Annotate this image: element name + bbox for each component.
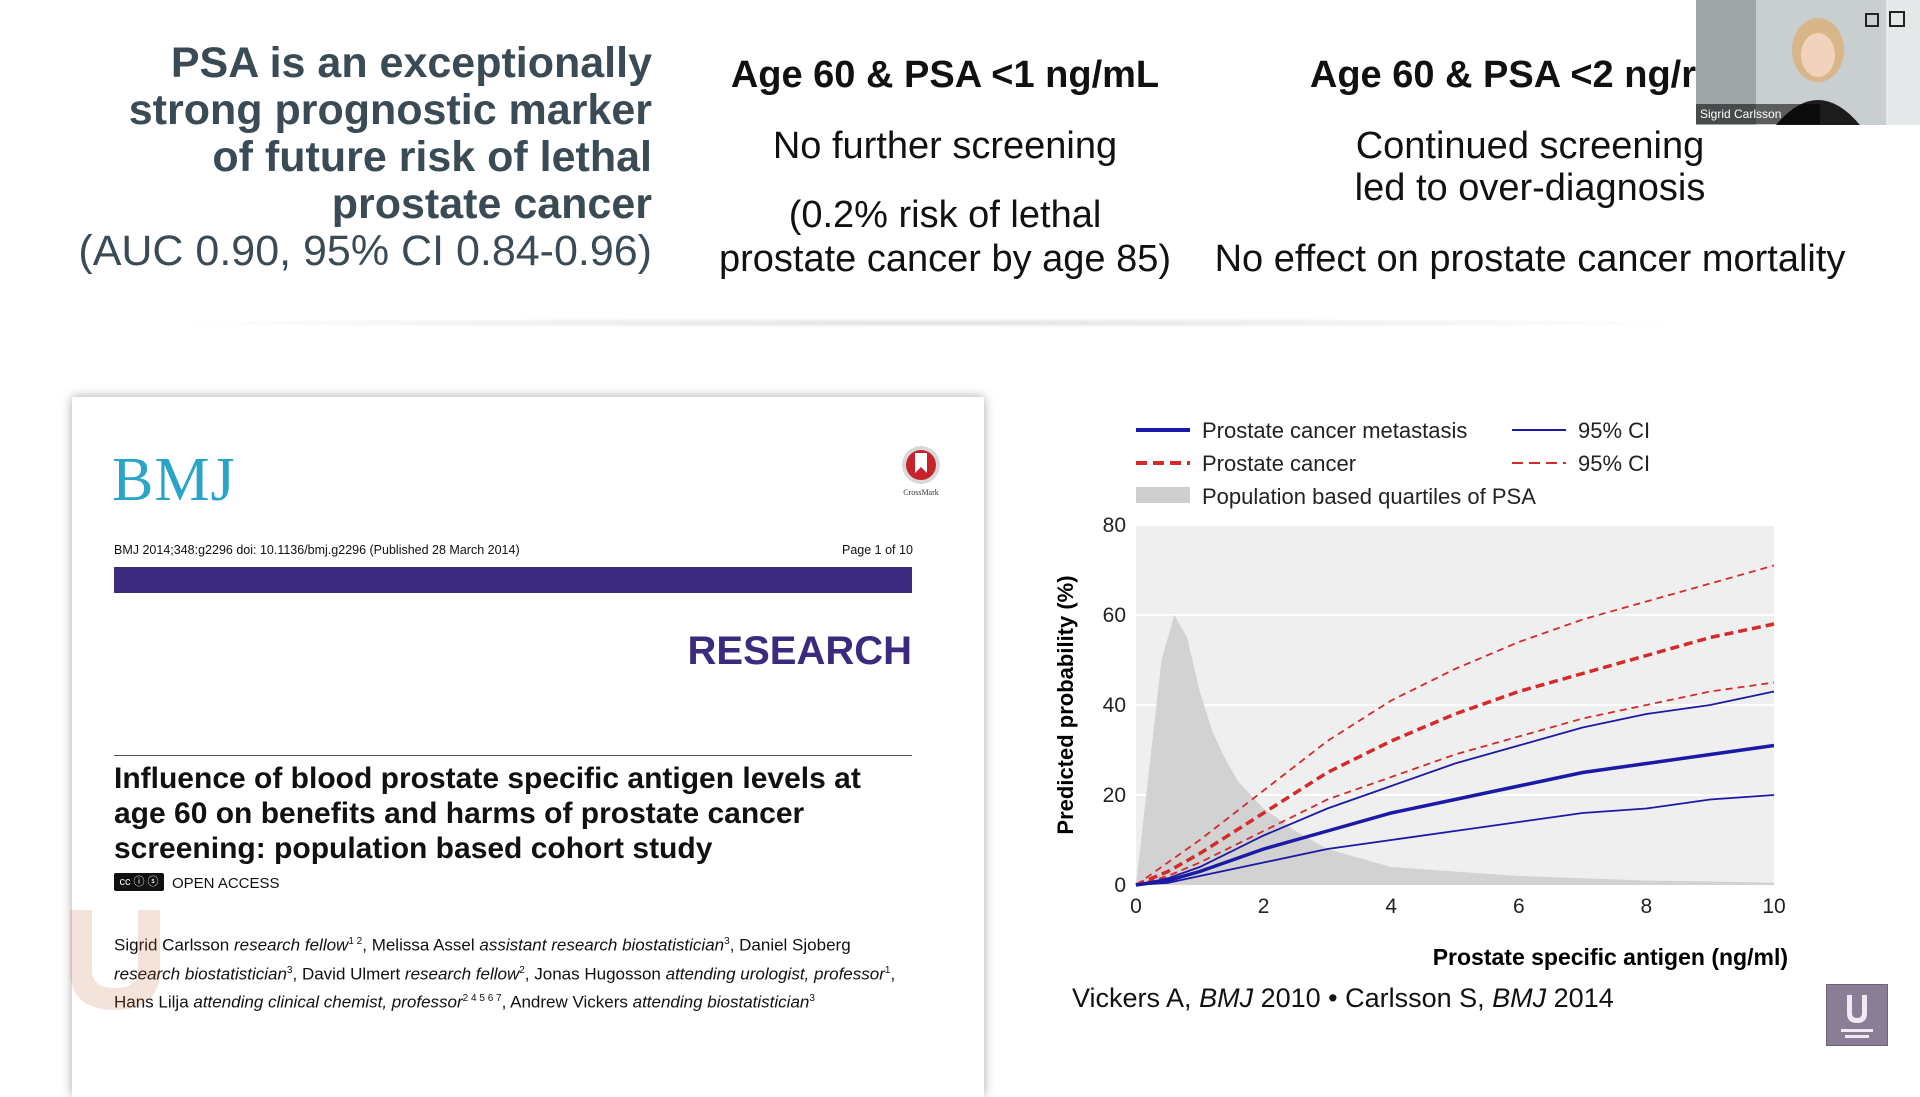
author-separator: , bbox=[501, 992, 511, 1012]
section-divider bbox=[140, 318, 1720, 328]
legend-label: 95% CI bbox=[1578, 418, 1650, 443]
brand-logo bbox=[1826, 984, 1888, 1046]
headline: PSA is an exceptionally strong prognosti… bbox=[60, 40, 652, 228]
legend-label: Population based quartiles of PSA bbox=[1202, 484, 1536, 509]
column-2-line-2: led to over-diagnosis bbox=[1354, 167, 1706, 209]
column-1-title: Age 60 & PSA <1 ng/mL bbox=[730, 54, 1160, 96]
section-label: RESEARCH bbox=[687, 629, 912, 673]
author-role: research biostatistician bbox=[114, 964, 287, 984]
author-name: David Ulmert bbox=[301, 964, 405, 984]
author-separator: , bbox=[524, 964, 535, 984]
column-1-line-3: prostate cancer by age 85) bbox=[718, 238, 1172, 280]
column-2-line-3: No effect on prostate cancer mortality bbox=[1214, 238, 1846, 280]
watermark-logo bbox=[60, 900, 170, 1040]
author-affiliation: 3 bbox=[286, 964, 293, 976]
author-role: research fellow bbox=[404, 964, 520, 984]
source-journal-1: BMJ bbox=[1199, 983, 1254, 1013]
speaker-name-label: Sigrid Carlsson bbox=[1696, 104, 1820, 124]
author-name: Hans Lilja bbox=[114, 992, 194, 1012]
author-separator: , bbox=[292, 964, 302, 984]
author-name: Andrew Vickers bbox=[510, 992, 633, 1012]
y-tick-label: 0 bbox=[1114, 874, 1126, 897]
column-1-line-1: No further screening bbox=[772, 125, 1118, 167]
open-access-label: OPEN ACCESS bbox=[172, 875, 280, 892]
x-tick-label: 8 bbox=[1641, 895, 1653, 918]
author-affiliation: 1 bbox=[884, 964, 891, 976]
x-tick-label: 2 bbox=[1258, 895, 1270, 918]
x-tick-label: 4 bbox=[1385, 895, 1397, 918]
author-name: Daniel Sjoberg bbox=[739, 935, 851, 955]
author-affiliation: 2 4 5 6 7 bbox=[462, 993, 502, 1005]
paper-title: Influence of blood prostate specific ant… bbox=[114, 762, 861, 865]
y-tick-label: 20 bbox=[1103, 784, 1126, 807]
chart-legend: Prostate cancer metastasis 95% CI Prostate… bbox=[1136, 418, 1650, 509]
series-line-1 bbox=[1135, 564, 1775, 886]
author-list: Sigrid Carlsson research fellow1 2, Meli… bbox=[114, 929, 914, 1015]
crossmark-icon[interactable]: CrossMark bbox=[898, 443, 944, 503]
author-affiliation: 3 bbox=[809, 993, 815, 1005]
crossmark-label: CrossMark bbox=[903, 488, 939, 497]
author-separator: , bbox=[362, 935, 372, 955]
author-affiliation: 2 bbox=[519, 964, 525, 976]
series-line-4 bbox=[1135, 690, 1775, 886]
series-line-2 bbox=[1135, 681, 1775, 886]
y-tick-label: 40 bbox=[1103, 694, 1126, 717]
author-role: attending biostatistician bbox=[632, 992, 810, 1012]
author-affiliation: 3 bbox=[724, 936, 730, 947]
bmj-logo: BMJ bbox=[112, 446, 236, 514]
series-line-3 bbox=[1135, 743, 1775, 887]
source-journal-2: BMJ bbox=[1492, 983, 1547, 1013]
chart-grid bbox=[1136, 524, 1774, 796]
y-axis-label: Predicted probability (%) bbox=[1053, 575, 1078, 834]
source-suffix: 2014 bbox=[1546, 983, 1614, 1013]
column-2-line-1: Continued screening bbox=[1355, 125, 1705, 167]
y-axis-ticks: 0 20 40 60 80 bbox=[1103, 514, 1126, 897]
x-tick-label: 10 bbox=[1762, 895, 1785, 918]
series-line-5 bbox=[1135, 794, 1775, 886]
y-tick-label: 80 bbox=[1103, 514, 1126, 537]
author-role: research fellow bbox=[234, 935, 349, 955]
headline-line: PSA is an exceptionally bbox=[170, 39, 652, 87]
paper-card: BMJ CrossMark BMJ 2014;348:g2296 doi: 10… bbox=[72, 397, 984, 1097]
citation: BMJ 2014;348:g2296 doi: 10.1136/bmj.g229… bbox=[114, 543, 520, 557]
legend-label: Prostate cancer bbox=[1202, 451, 1356, 476]
author-name: Sigrid Carlsson bbox=[114, 935, 234, 955]
page-indicator: Page 1 of 10 bbox=[842, 543, 913, 557]
series-line-0 bbox=[1135, 622, 1775, 887]
cc-license-icon: cc ⓘ ⓢ bbox=[114, 873, 164, 891]
x-axis-label: Prostate specific antigen (ng/ml) bbox=[1433, 944, 1788, 970]
column-1-line-2: (0.2% risk of lethal bbox=[788, 194, 1102, 236]
auc-text: (AUC 0.90, 95% CI 0.84-0.96) bbox=[78, 227, 652, 275]
source-prefix: Vickers A, bbox=[1072, 983, 1200, 1013]
headline-line: strong prognostic marker bbox=[128, 86, 652, 134]
x-tick-label: 0 bbox=[1130, 895, 1142, 918]
author-role: attending urologist, professor bbox=[665, 964, 885, 984]
header-bar bbox=[114, 567, 912, 593]
headline-line: of future risk of lethal bbox=[212, 133, 652, 181]
source-mid: 2010 • Carlsson S, bbox=[1253, 983, 1493, 1013]
legend-swatch bbox=[1136, 487, 1190, 503]
author-role: assistant research biostatistician bbox=[479, 935, 725, 955]
author-affiliation: 1 2 bbox=[348, 936, 363, 947]
x-axis-ticks: 0 2 4 6 8 10 bbox=[1130, 895, 1786, 918]
headline-line: prostate cancer bbox=[331, 180, 652, 228]
probability-chart: Prostate cancer metastasis 95% CI Prostate… bbox=[1053, 418, 1788, 970]
legend-label: 95% CI bbox=[1578, 451, 1650, 476]
source-citation: Vickers A, BMJ 2010 • Carlsson S, BMJ 20… bbox=[1072, 983, 1614, 1014]
chart-series bbox=[1135, 564, 1775, 887]
psa-distribution-area bbox=[1136, 615, 1774, 885]
author-name: Melissa Assel bbox=[371, 935, 480, 955]
column-2-title: Age 60 & PSA <2 ng/r bbox=[1309, 54, 1696, 96]
author-name: Jonas Hugosson bbox=[534, 964, 666, 984]
author-separator: , bbox=[890, 964, 896, 984]
author-separator: , bbox=[729, 935, 740, 955]
x-tick-label: 6 bbox=[1513, 895, 1525, 918]
y-tick-label: 60 bbox=[1103, 604, 1126, 627]
author-role: attending clinical chemist, professor bbox=[193, 992, 463, 1012]
legend-label: Prostate cancer metastasis bbox=[1202, 418, 1467, 443]
divider bbox=[114, 755, 912, 756]
